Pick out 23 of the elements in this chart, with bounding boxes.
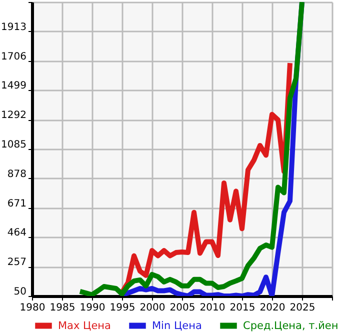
y-tick-label: 50 bbox=[14, 286, 26, 298]
legend-label: Сред.Цена, т.йен bbox=[243, 320, 338, 332]
x-tick-label: 1980 bbox=[20, 302, 46, 314]
x-tick-label: 2015 bbox=[230, 302, 256, 314]
y-tick-label: 257 bbox=[7, 257, 26, 268]
x-tick-label: 2010 bbox=[200, 302, 226, 314]
x-tick-label: 2025 bbox=[290, 302, 316, 314]
y-tick-label: 671 bbox=[7, 198, 26, 210]
y-tick-label: 1085 bbox=[1, 140, 26, 150]
x-tick-label: 1995 bbox=[110, 302, 136, 314]
y-tick-label: 1706 bbox=[1, 51, 26, 62]
x-tick-label: 1990 bbox=[80, 302, 106, 314]
legend-label: Max Цена bbox=[58, 320, 111, 332]
x-tick-label: 2005 bbox=[170, 302, 196, 314]
y-tick-label: 464 bbox=[7, 228, 26, 239]
x-tick-label: 1985 bbox=[50, 302, 76, 314]
y-tick-label: 1913 bbox=[1, 22, 26, 33]
x-tick-label: 2000 bbox=[140, 302, 166, 314]
legend-label: Min Цена bbox=[152, 320, 202, 332]
y-tick-label: 1292 bbox=[1, 110, 26, 122]
y-tick-label: 878 bbox=[7, 168, 26, 180]
y-tick-label: 1499 bbox=[1, 80, 26, 92]
x-tick-label: 2020 bbox=[260, 302, 286, 314]
